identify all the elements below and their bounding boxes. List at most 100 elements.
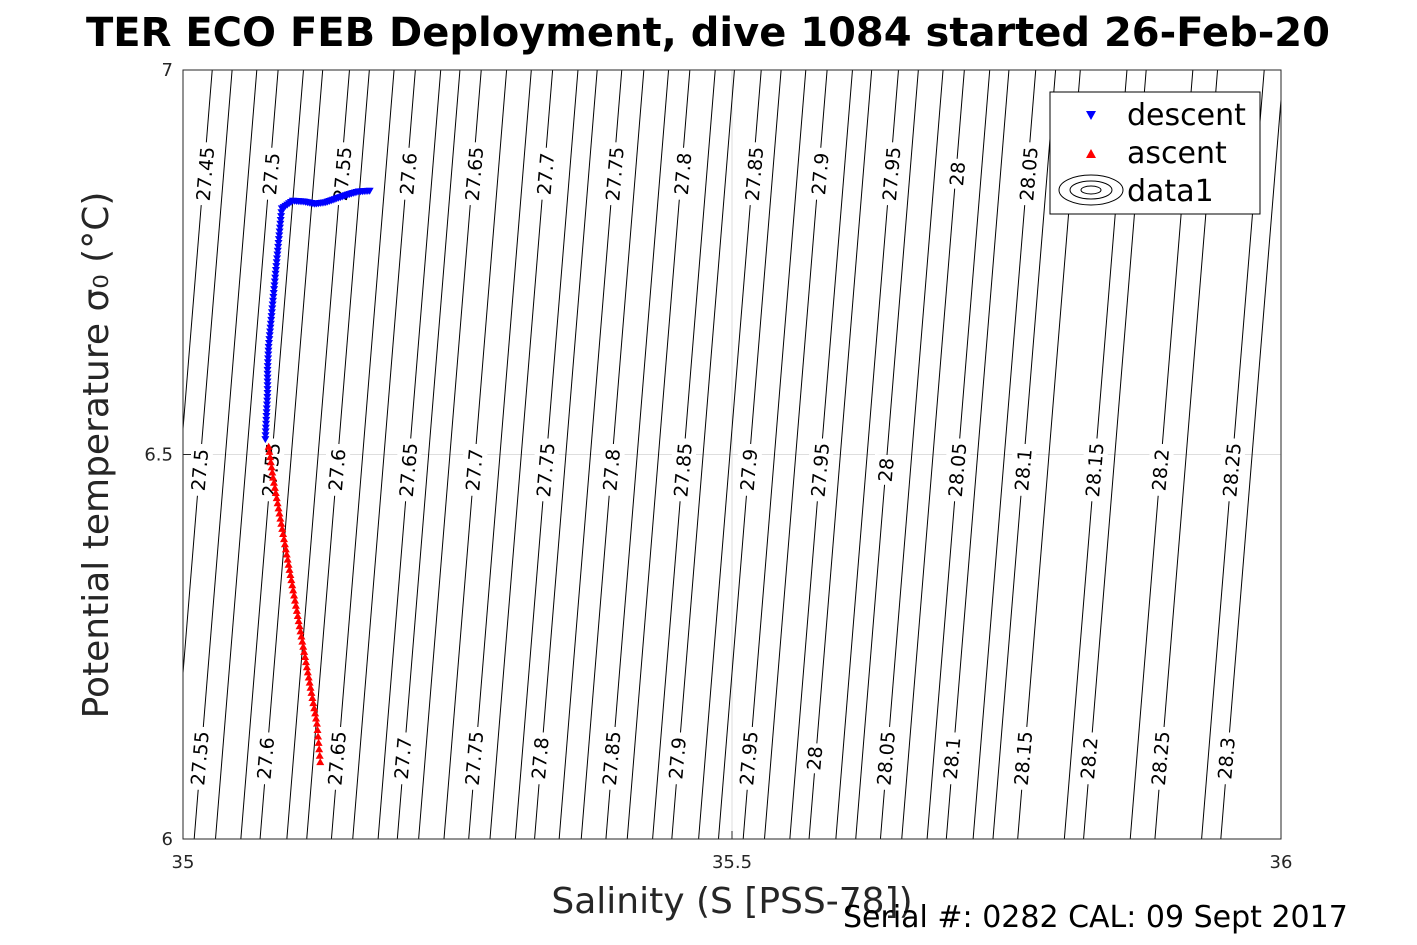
ascent-point: [309, 699, 318, 707]
descent-point: [274, 243, 283, 251]
svg-text:28.25: 28.25: [1148, 730, 1175, 786]
isopycnal-line: [396, 70, 461, 839]
isopycnal-line: [1220, 93, 1281, 839]
ascent-point: [268, 468, 277, 476]
ascent-point: [279, 529, 288, 537]
isopycnal-line: [855, 70, 919, 839]
descent-point: [264, 347, 273, 355]
descent-point: [275, 228, 284, 236]
contour-label: 27.65: [459, 141, 489, 207]
ascent-point: [294, 617, 303, 625]
contour-label: 27.7: [459, 442, 489, 497]
descent-point: [263, 378, 272, 386]
descent-point: [263, 389, 272, 397]
svg-text:27.5: 27.5: [259, 152, 285, 196]
svg-text:27.45: 27.45: [193, 146, 220, 202]
y-axis-label: Potential temperature σ₀ (°C): [76, 192, 117, 719]
svg-text:27.65: 27.65: [462, 146, 489, 202]
ascent-point: [273, 499, 282, 507]
svg-text:27.8: 27.8: [528, 736, 554, 780]
ascent-point: [264, 442, 273, 450]
descent-point: [262, 416, 271, 424]
ascent-point: [280, 540, 289, 548]
contour-label: 27.65: [393, 437, 423, 503]
descent-point: [261, 436, 270, 444]
contour-label: 27.9: [734, 442, 763, 497]
ascent-point: [267, 463, 276, 471]
contour-label: 27.8: [525, 731, 555, 786]
descent-point: [268, 305, 277, 313]
ascent-point: [301, 658, 310, 666]
contour-label: 27.9: [805, 146, 835, 201]
chart-title: TER ECO FEB Deployment, dive 1084 starte…: [86, 10, 1330, 56]
contour-label: 28.2: [1146, 442, 1175, 497]
contour-label: 27.85: [596, 725, 626, 791]
descent-point: [275, 224, 284, 232]
ascent-point: [313, 726, 322, 734]
isopycnal-line: [330, 70, 395, 839]
ascent-point: [289, 586, 298, 594]
contour-label: 27.75: [599, 141, 630, 207]
ascent-point: [304, 673, 313, 681]
contour-label: 27.95: [733, 725, 764, 791]
contour-label: 27.75: [530, 437, 560, 503]
contour-label: 28.05: [871, 725, 901, 791]
y-tick-label: 6.5: [144, 445, 173, 466]
contour-label: 28.25: [1145, 725, 1175, 791]
ascent-point: [274, 504, 283, 512]
descent-point: [263, 382, 272, 390]
descent-point: [263, 363, 272, 371]
svg-text:27.6: 27.6: [396, 152, 422, 196]
contour-label: 27.8: [597, 442, 626, 497]
ascent-point: [266, 458, 275, 466]
svg-text:27.75: 27.75: [462, 730, 489, 786]
svg-text:28.05: 28.05: [945, 442, 972, 498]
contour-label: 27.6: [322, 442, 351, 497]
contour-label: 27.55: [184, 725, 215, 791]
ascent-point: [303, 668, 312, 676]
ascent-point: [266, 453, 275, 461]
ascent-point: [280, 535, 289, 543]
svg-text:28: 28: [875, 457, 899, 483]
svg-text:27.9: 27.9: [808, 152, 834, 196]
contour-label: 28.3: [1211, 731, 1241, 786]
contour-label: 27.6: [251, 731, 280, 786]
svg-text:27.9: 27.9: [737, 448, 763, 492]
descent-point: [265, 336, 274, 344]
isopycnal-line: [259, 70, 324, 839]
svg-text:28.3: 28.3: [1214, 736, 1240, 780]
descent-point: [269, 293, 278, 301]
contour-label: 27.95: [805, 437, 835, 503]
descent-point: [270, 278, 279, 286]
svg-text:28.05: 28.05: [1016, 146, 1043, 202]
isopycnal-line: [468, 70, 532, 839]
isopycnal-line: [605, 70, 670, 839]
descent-point: [262, 413, 271, 421]
contour-label: 27.95: [876, 141, 906, 207]
descent-point: [262, 420, 271, 428]
isopycnal-line: [742, 70, 807, 839]
svg-text:27.85: 27.85: [742, 146, 769, 202]
svg-text:28.05: 28.05: [873, 730, 900, 786]
ascent-point: [284, 560, 293, 568]
descent-point: [274, 240, 283, 248]
svg-text:27.75: 27.75: [602, 146, 629, 202]
descent-point: [265, 332, 274, 340]
footer-serial-cal: Serial #: 0282 CAL: 09 Sept 2017: [843, 900, 1348, 935]
svg-text:27.7: 27.7: [391, 736, 417, 780]
contour-label: 28.1: [937, 731, 966, 786]
ascent-point: [292, 606, 301, 614]
ascent-point: [296, 627, 305, 635]
descent-point: [264, 351, 273, 359]
contour-label: 27.9: [662, 731, 692, 786]
y-tick-label: 6: [162, 829, 173, 850]
contour-label: 27.5: [185, 442, 214, 497]
descent-point: [274, 236, 283, 244]
ascent-point: [285, 565, 294, 573]
svg-text:27.9: 27.9: [665, 736, 691, 780]
descent-point: [265, 339, 274, 347]
svg-text:27.95: 27.95: [808, 442, 835, 498]
ascent-point: [308, 694, 317, 702]
descent-point: [271, 266, 280, 274]
